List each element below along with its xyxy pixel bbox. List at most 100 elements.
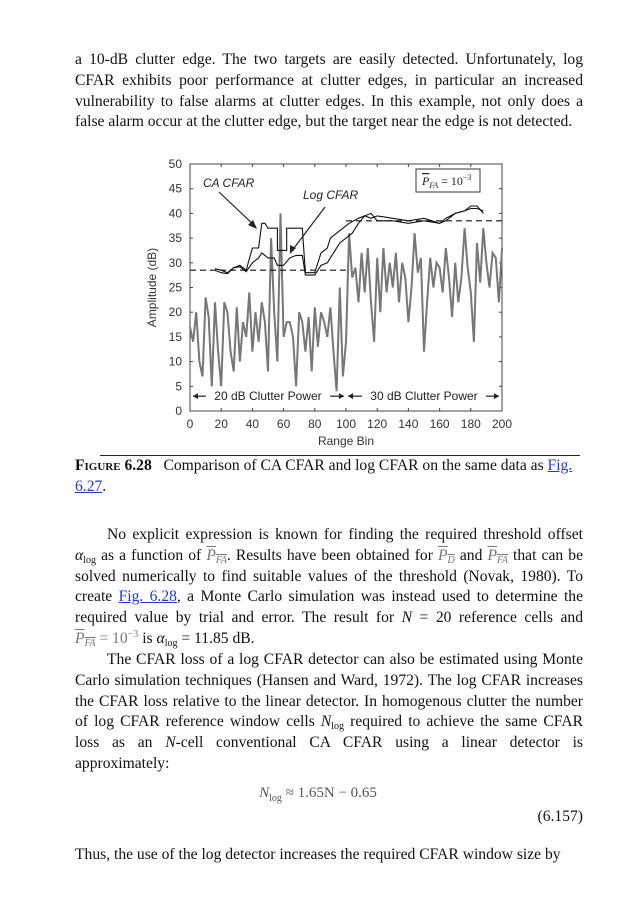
pfa-legend-box <box>415 168 481 193</box>
text-run: that can be <box>507 546 583 564</box>
x-tick-label: 160 <box>430 417 450 431</box>
caption-link-num[interactable]: 6.27 <box>75 477 103 495</box>
series-log-cfar <box>214 205 484 276</box>
text-run: -cell conventional CA CFAR using a linea… <box>175 734 583 752</box>
math-subscript: FA <box>215 554 227 566</box>
arrowhead-icon <box>193 393 198 400</box>
series-signal <box>189 213 503 392</box>
text-run: a 10-dB clutter edge. The two targets ar… <box>75 51 583 68</box>
math-symbol: N <box>165 734 176 752</box>
text-run: , a Monte Carlo simulation was instead u… <box>176 588 584 606</box>
region-30db-label: 30 dB Clutter Power <box>370 389 477 403</box>
text-line: create Fig. 6.28, a Monte Carlo simulati… <box>75 587 583 608</box>
text-run: false alarm occur at the clutter edge, b… <box>75 113 573 131</box>
math-text: = 10 <box>95 629 128 647</box>
text-line: required value by trial and error. The r… <box>75 608 583 629</box>
math-subscript: log <box>331 721 345 733</box>
text-run: is <box>138 629 157 647</box>
text-line: vulnerability to false alarms at clutter… <box>75 92 583 113</box>
text-run: The CFAR loss of a log CFAR detector can… <box>107 651 583 668</box>
x-tick-label: 200 <box>492 417 512 431</box>
ca-cfar-arrow <box>218 191 257 228</box>
text-line: a 10-dB clutter edge. The two targets ar… <box>75 50 583 71</box>
pfa-legend-text: PFA = 10−3 <box>421 173 471 190</box>
caption-rule <box>100 455 580 456</box>
math-subscript: FA <box>84 637 96 649</box>
text-line: The CFAR loss of a log CFAR detector can… <box>75 650 583 671</box>
text-line: No explicit expression is known for find… <box>75 525 583 546</box>
y-tick-label: 30 <box>169 256 183 270</box>
math-symbol: N <box>320 713 332 731</box>
text-run: required value by trial and error. The r… <box>75 609 402 627</box>
text-line: false alarm occur at the clutter edge, b… <box>75 112 583 133</box>
x-axis-label: Range Bin <box>318 434 374 448</box>
arrowhead-icon <box>348 393 353 400</box>
x-tick-label: 180 <box>461 417 481 431</box>
text-line: the CFAR loss relative to the linear det… <box>75 692 583 713</box>
eq-lhs: N <box>259 785 270 801</box>
caption-end: . <box>102 477 107 495</box>
text-run: Thus, the use of the log detector increa… <box>75 846 561 863</box>
y-tick-label: 15 <box>169 330 183 344</box>
text-run: solved numerically to find suitable valu… <box>75 567 583 585</box>
figure-link[interactable]: Fig. 6.28 <box>118 588 177 606</box>
text-line: Thus, the use of the log detector increa… <box>75 845 583 866</box>
text-run: of log CFAR reference window cells <box>75 713 321 731</box>
text-line: approximately: <box>75 754 583 775</box>
figure-chart: 0 20 40 60 80 100 120 140 160 180 200 0 5 10 15 20 25 30 3… <box>145 157 512 448</box>
math-subscript: log <box>164 637 178 649</box>
y-tick-label: 0 <box>175 404 182 418</box>
caption-text: Comparison of CA CFAR and log CFAR on th… <box>163 457 544 474</box>
ca-cfar-label: CA CFAR <box>203 176 255 190</box>
y-tick-label: 50 <box>169 157 183 171</box>
caption-label: Figure 6.28 <box>75 457 152 474</box>
math-pbar: PFA <box>75 629 96 649</box>
text-run: = 11.85 dB. <box>177 629 255 647</box>
y-tick-label: 10 <box>169 355 183 369</box>
log-cfar-arrow <box>290 206 326 253</box>
text-run: approximately: <box>75 754 170 772</box>
y-tick-label: 5 <box>175 379 182 393</box>
x-tick-label: 80 <box>308 417 322 431</box>
math-symbol: N <box>401 609 413 627</box>
text-run: the CFAR loss relative to the linear det… <box>75 692 583 710</box>
text-run: = 20 reference cells and <box>412 609 583 627</box>
math-symbol: α <box>156 629 165 647</box>
text-run: No explicit expression is known for find… <box>107 526 583 543</box>
text-line: solved numerically to find suitable valu… <box>75 567 583 588</box>
x-tick-label: 120 <box>367 417 387 431</box>
paragraph-3: The CFAR loss of a log CFAR detector can… <box>75 650 583 775</box>
text-run: loss as an <box>75 734 166 752</box>
caption-link-fig[interactable]: Fig. <box>547 457 573 474</box>
arrowhead-icon <box>339 393 344 400</box>
x-tick-label: 40 <box>246 417 260 431</box>
math-superscript: −3 <box>127 628 139 640</box>
text-run: create <box>75 588 119 606</box>
y-tick-label: 35 <box>169 231 183 245</box>
equation-number: (6.157) <box>537 808 583 825</box>
arrowhead-icon <box>248 220 257 229</box>
x-tick-label: 100 <box>336 417 356 431</box>
eq-lhs-sub: log <box>269 793 282 804</box>
x-tick-label: 20 <box>215 417 229 431</box>
x-tick-label: 60 <box>277 417 291 431</box>
y-tick-label: 45 <box>169 182 183 196</box>
text-run: Carlo simulation techniques (Hansen and … <box>75 671 583 689</box>
y-axis-label: Amplitude (dB) <box>145 248 159 327</box>
x-tick-label: 140 <box>398 417 418 431</box>
figure-caption: Figure 6.28 Comparison of CA CFAR and lo… <box>75 456 583 498</box>
text-run: and <box>454 546 488 564</box>
y-tick-label: 40 <box>169 206 183 220</box>
x-tick-label: 0 <box>187 417 194 431</box>
math-pbar: PFA <box>206 546 227 566</box>
math-pbar: PD <box>438 546 455 566</box>
text-run: vulnerability to false alarms at clutter… <box>75 92 583 110</box>
text-run: as a function of <box>95 546 207 564</box>
math-subscript: FA <box>497 554 508 566</box>
text-run: . Results have been obtained for <box>226 546 438 564</box>
paragraph-2: No explicit expression is known for find… <box>75 525 583 650</box>
math-subscript: log <box>83 554 96 566</box>
equation: Nlog ≈ 1.65N − 0.65 <box>0 785 636 804</box>
paragraph-4: Thus, the use of the log detector increa… <box>75 845 583 866</box>
math-symbol: α <box>75 546 84 564</box>
